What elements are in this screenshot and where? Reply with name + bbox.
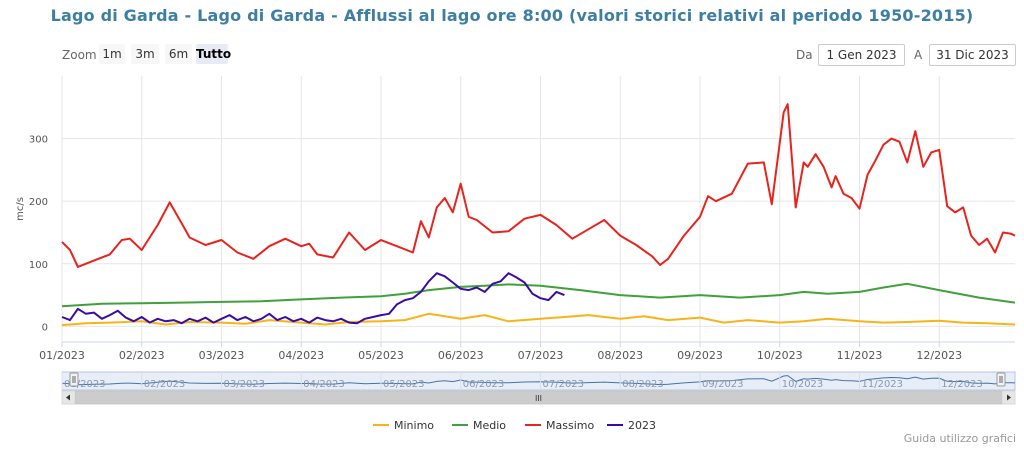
navigator-tick-label: 12/2023 bbox=[941, 379, 983, 390]
zoom-all-button[interactable]: Tutto bbox=[196, 44, 231, 64]
navigator-handle-right[interactable] bbox=[996, 372, 1006, 387]
x-tick-label: 12/2023 bbox=[916, 349, 962, 362]
grid bbox=[61, 76, 1015, 342]
navigator-tick-label: 08/2023 bbox=[622, 379, 664, 390]
zoom-1m-button[interactable]: 1m bbox=[99, 44, 125, 64]
zoom-label: Zoom bbox=[62, 48, 97, 62]
x-tick-label: 07/2023 bbox=[518, 349, 564, 362]
series-layer bbox=[61, 103, 1016, 327]
x-tick-label: 04/2023 bbox=[278, 349, 324, 362]
legend[interactable]: Minimo Medio Massimo 2023 bbox=[373, 419, 656, 432]
scrollbar-thumb[interactable] bbox=[74, 390, 1003, 405]
legend-item-minimo[interactable]: Minimo bbox=[373, 419, 434, 432]
series-line-medio bbox=[61, 282, 1016, 308]
legend-item-massimo[interactable]: Massimo bbox=[525, 419, 594, 432]
series-line-massimo bbox=[61, 103, 1016, 268]
navigator-tick-label: 10/2023 bbox=[782, 379, 824, 390]
zoom-6m-button[interactable]: 6m bbox=[165, 44, 192, 64]
navigator-tick-label: 07/2023 bbox=[542, 379, 584, 390]
y-axis-title: mc/s bbox=[15, 197, 26, 221]
navigator-tick-label: 03/2023 bbox=[223, 379, 265, 390]
y-tick-label: 200 bbox=[29, 197, 48, 208]
y-tick-label: 300 bbox=[29, 135, 48, 146]
axis-layer: 01/2023 02/2023 03/2023 04/2023 05/2023 06/20… bbox=[15, 135, 1015, 362]
legend-label: Massimo bbox=[546, 419, 594, 432]
y-tick-label: 0 bbox=[42, 322, 48, 333]
x-tick-label: 03/2023 bbox=[199, 349, 245, 362]
scrollbar-track[interactable] bbox=[61, 390, 1016, 405]
x-tick-label: 11/2023 bbox=[837, 349, 883, 362]
legend-label: Minimo bbox=[394, 419, 434, 432]
range-from-label: Da bbox=[796, 48, 813, 62]
scrollbar-grip: III bbox=[535, 394, 542, 403]
navigator-tick-label: 05/2023 bbox=[383, 379, 425, 390]
range-to-input[interactable]: 31 Dic 2023 bbox=[929, 44, 1016, 66]
credits-link[interactable]: Guida utilizzo grafici bbox=[903, 432, 1016, 445]
navigator-series-line bbox=[61, 375, 1016, 386]
navigator[interactable]: 01/2023 02/2023 03/2023 04/2023 05/2023 06/20… bbox=[61, 371, 1016, 405]
legend-item-y2023[interactable]: 2023 bbox=[607, 419, 656, 432]
navigator-tick-label: 02/2023 bbox=[144, 379, 186, 390]
scrollbar-right-button[interactable] bbox=[1001, 390, 1016, 405]
chevron-left-icon bbox=[66, 394, 70, 401]
series-line-minimo bbox=[61, 312, 1016, 327]
x-tick-label: 05/2023 bbox=[358, 349, 404, 362]
navigator-window[interactable] bbox=[61, 371, 1016, 391]
navigator-tick-label: 09/2023 bbox=[702, 379, 744, 390]
chart-title: Lago di Garda - Lago di Garda - Afflussi… bbox=[50, 6, 974, 25]
x-tick-label: 06/2023 bbox=[438, 349, 484, 362]
range-to-label: A bbox=[914, 48, 923, 62]
series-line-y2023 bbox=[61, 272, 565, 325]
zoom-3m-button[interactable]: 3m bbox=[131, 44, 159, 64]
navigator-tick-label: 11/2023 bbox=[861, 379, 903, 390]
navigator-tick-label: 04/2023 bbox=[303, 379, 345, 390]
chevron-right-icon bbox=[1007, 394, 1011, 401]
navigator-tick-label: 06/2023 bbox=[463, 379, 505, 390]
navigator-handle-left[interactable] bbox=[69, 372, 79, 387]
x-tick-label: 08/2023 bbox=[597, 349, 643, 362]
x-tick-label: 02/2023 bbox=[119, 349, 165, 362]
range-from-input[interactable]: 1 Gen 2023 bbox=[818, 44, 905, 66]
scrollbar-left-button[interactable] bbox=[61, 390, 76, 405]
x-tick-label: 09/2023 bbox=[677, 349, 723, 362]
navigator-tick-label: 01/2023 bbox=[64, 379, 106, 390]
y-tick-label: 100 bbox=[29, 260, 48, 271]
x-tick-label: 10/2023 bbox=[757, 349, 803, 362]
x-tick-label: 01/2023 bbox=[39, 349, 85, 362]
legend-label: 2023 bbox=[628, 419, 656, 432]
legend-label: Medio bbox=[473, 419, 506, 432]
legend-item-medio[interactable]: Medio bbox=[452, 419, 506, 432]
